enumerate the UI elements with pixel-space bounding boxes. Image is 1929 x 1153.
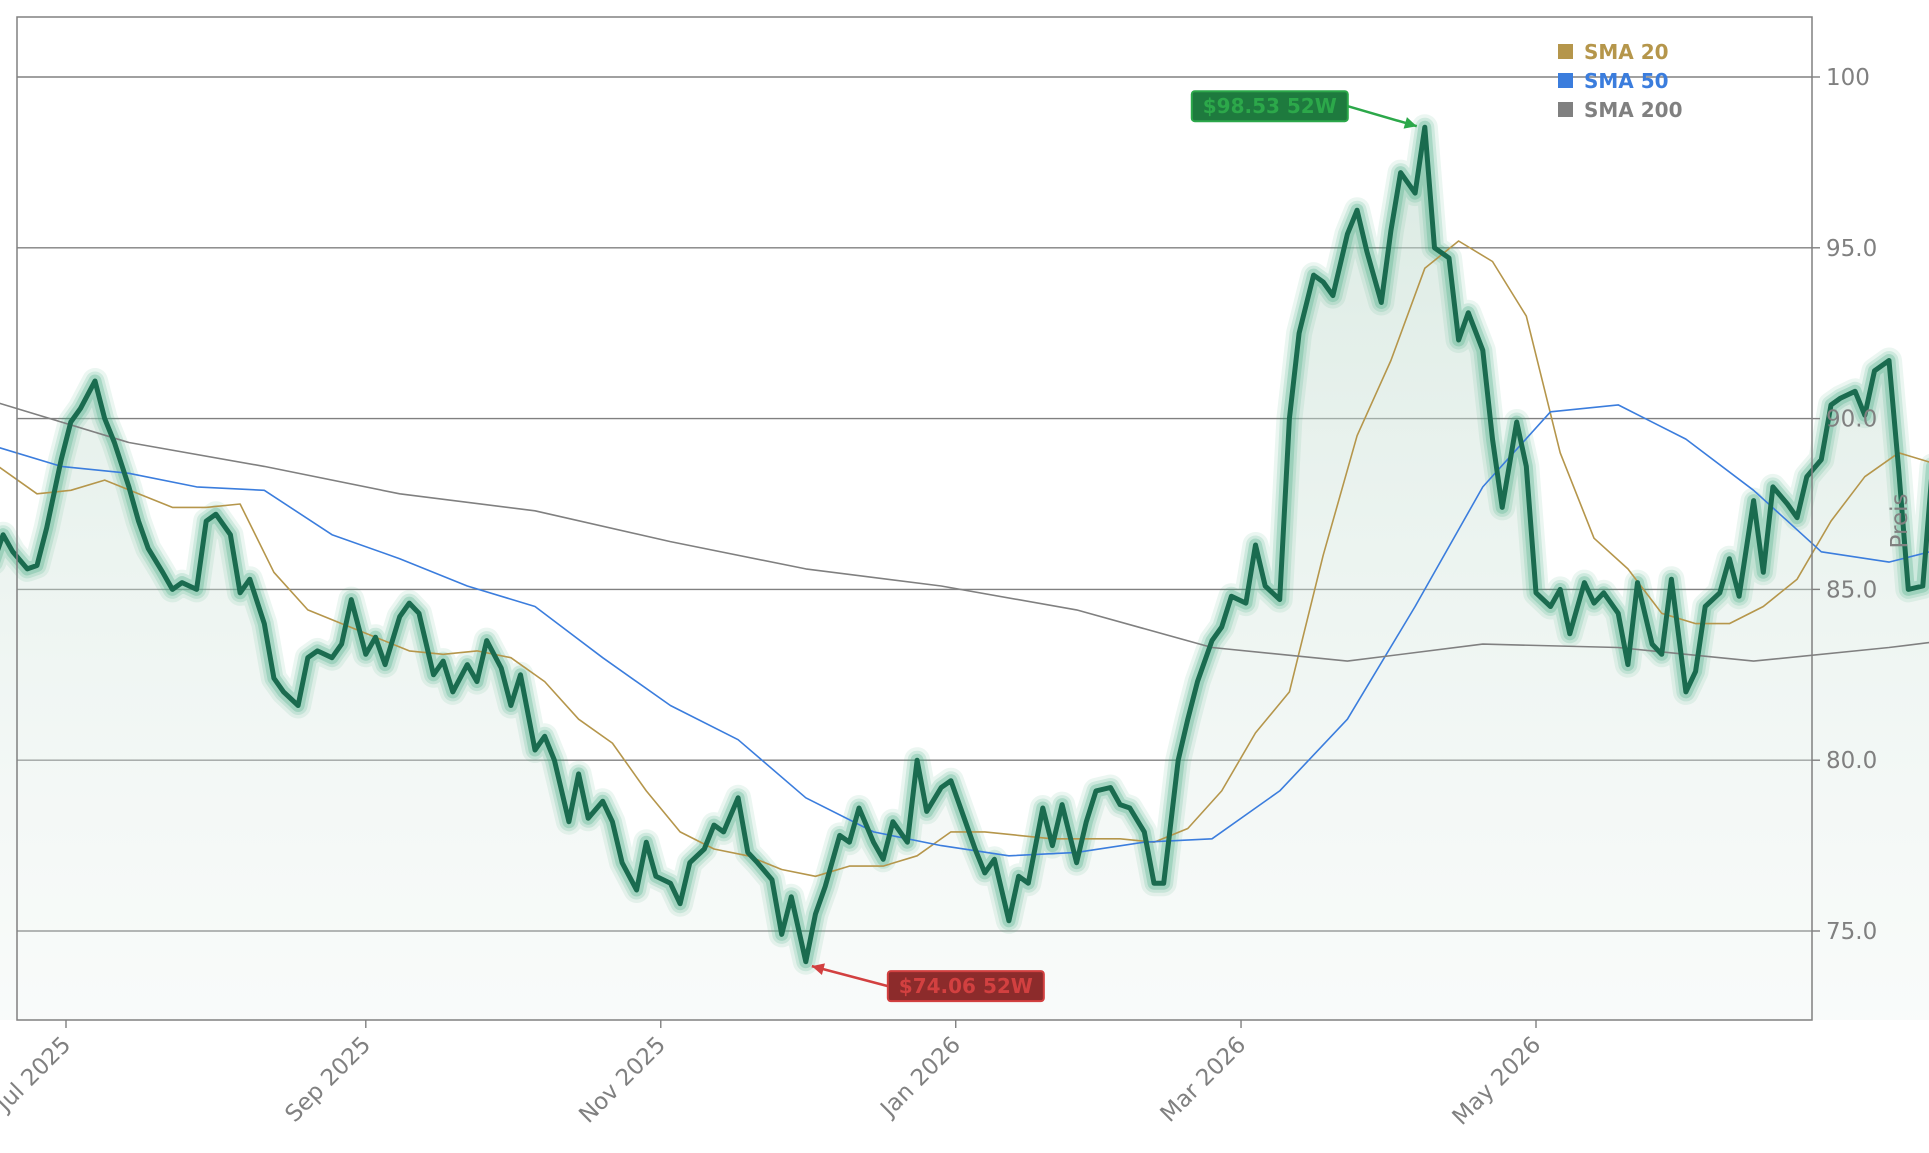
x-axis: Jul 2025 Sep 2025 Nov 2025 Jan 2026 Mar 2026… (0, 1020, 1546, 1130)
legend-swatch (1558, 44, 1573, 59)
y-tick-label: 75.0 (1826, 919, 1877, 945)
y-tick-label: 100 (1826, 65, 1870, 91)
x-tick-label: Jul 2025 (0, 1032, 76, 1118)
legend-label: SMA 50 (1584, 69, 1669, 93)
price-area-fill (0, 127, 1929, 1020)
annotation-arrowhead (811, 963, 825, 975)
annotation-text: $98.53 52W (1203, 94, 1337, 118)
legend-swatch (1558, 73, 1573, 88)
x-tick-label: Sep 2025 (280, 1032, 376, 1128)
legend: SMA 20 SMA 50 SMA 200 (1558, 40, 1683, 122)
annotation-arrowhead (1403, 117, 1417, 129)
sma-50-line (0, 404, 1929, 857)
x-tick-label: Jan 2026 (875, 1032, 966, 1123)
y-tick-label: 95.0 (1826, 236, 1877, 262)
sma-200-line (0, 402, 1929, 662)
high-annotation: $98.53 52W (1190, 90, 1418, 129)
y-axis: 75.0 80.0 85.0 90.0 95.0 100 (1812, 65, 1877, 945)
plot-frame (16, 16, 1813, 1021)
price-line (0, 124, 1929, 965)
x-tick-label: Nov 2025 (574, 1032, 671, 1129)
x-tick-label: May 2026 (1448, 1032, 1547, 1131)
annotations: $98.53 52W $74.06 52W (811, 90, 1418, 1003)
legend-label: SMA 20 (1584, 40, 1669, 64)
annotation-arrow (811, 964, 889, 988)
y-tick-label: 90.0 (1826, 407, 1877, 433)
legend-label: SMA 200 (1584, 98, 1683, 122)
x-tick-label: Mar 2026 (1156, 1032, 1252, 1128)
y-tick-label: 80.0 (1826, 748, 1877, 774)
y-axis-title: Preis (1887, 494, 1913, 549)
annotation-text: $74.06 52W (899, 974, 1033, 998)
low-annotation: $74.06 52W (811, 963, 1045, 1003)
legend-swatch (1558, 102, 1573, 117)
y-tick-label: 85.0 (1826, 577, 1877, 603)
